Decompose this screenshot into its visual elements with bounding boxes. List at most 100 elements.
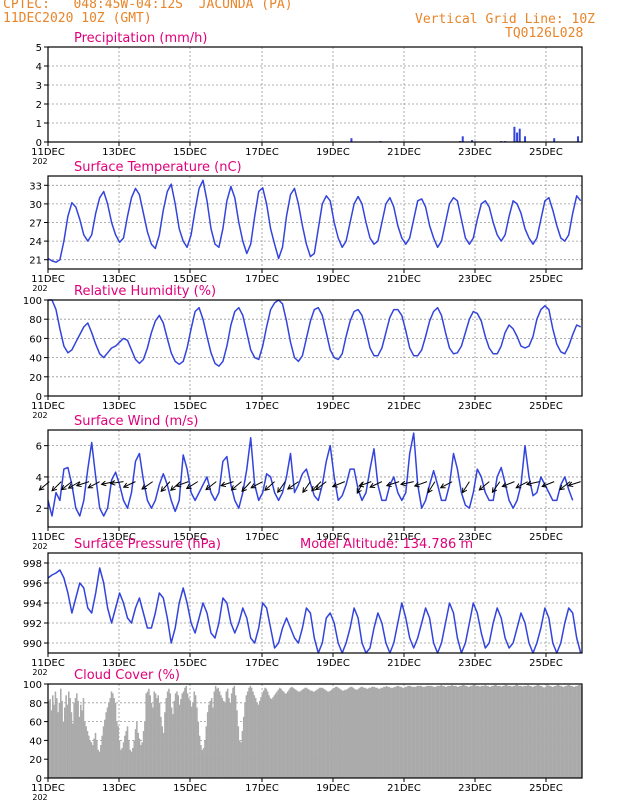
cloud-cover-bar [344,689,346,778]
cloud-cover-bar [176,691,178,778]
y-tick-label: 998 [23,559,42,570]
wind-vector [51,481,62,492]
x-tick-label: 25DEC [529,658,563,669]
cloud-cover-bar [373,686,376,778]
cloud-cover-bar [400,686,402,778]
cloud-cover-bar [536,684,539,778]
cloud-cover-bar [110,691,113,778]
cloud-cover-bar [512,685,515,778]
cloud-cover-bar [290,686,293,778]
cloud-cover-bar [501,685,504,778]
cloud-cover-bar [321,687,324,778]
cloud-cover-bar [294,689,297,778]
x-tick-label: 25DEC [529,532,563,543]
cloud-cover-bar [56,698,58,778]
wind-vector [176,481,189,487]
cloud-cover-bar [365,688,368,778]
wind-vector-head [67,483,74,489]
cloud-cover-bar [572,686,575,778]
cloud-cover-bar [528,685,531,778]
y-tick-label: 30 [29,200,42,211]
cloud-cover-bar [108,702,110,778]
cloud-cover-bar [81,710,83,778]
x-tick-label: 25DEC [529,401,563,412]
precip-bar [461,136,464,142]
x-tick-label: 15DEC [173,658,207,669]
cloud-cover-bar [520,685,523,778]
cloud-cover-bar [212,707,214,778]
cloud-cover-bar [503,685,505,778]
x-tick-label: 21DEC [387,401,421,412]
cloud-cover-bar [76,693,78,778]
x-tick-label: 13DEC [102,532,136,543]
cloud-cover-bar [463,684,465,778]
cloud-cover-bar [148,688,150,778]
x-tick-label: 13DEC [102,658,136,669]
cloud-cover-bar [273,695,276,778]
cloud-cover-bar [408,685,410,778]
cloud-cover-bar [527,684,529,778]
cloud-cover-bar [272,697,274,778]
wind-vector-head [385,481,392,488]
cloud-cover-bar [96,740,98,778]
cloud-cover-bar [213,691,216,778]
cloud-cover-bar [169,693,172,778]
cloud-cover-bar [345,689,348,778]
cloud-cover-bar [351,686,353,778]
cloud-cover-bar [477,685,480,778]
cloud-cover-bar [252,691,254,778]
cloud-cover-bar [181,693,184,778]
cloud-cover-bar [479,686,481,778]
panel-title: Surface Wind (m/s) [74,414,198,429]
panel-title: Precipitation (mm/h) [74,31,207,46]
cloud-cover-bar [323,688,325,778]
cloud-cover-bar [214,685,217,778]
cloud-cover-bar [222,700,225,778]
cloud-cover-bar [50,710,53,778]
cloud-cover-bar [173,700,176,778]
cloud-cover-bar [359,687,361,778]
cloud-cover-bar [144,721,146,778]
cloud-cover-bar [381,687,384,778]
series-line [47,432,574,517]
cloud-cover-bar [236,710,238,778]
cloud-cover-bar [469,685,472,778]
cloud-cover-bar [549,685,552,778]
cloud-cover-bar [467,686,469,778]
cloud-cover-bar [120,749,122,778]
cloud-cover-bar [336,686,338,778]
panel-6: 0 20 40 60 80 100 11DEC 13DEC 15DEC 17DEC 19DEC 21D… [23,668,583,800]
cloud-cover-bar [194,695,197,778]
wind-vector [568,481,581,487]
cloud-cover-bar [62,721,65,778]
cloud-cover-bar [49,699,51,778]
x-tick-label: 11DEC [31,401,65,412]
cloud-cover-bar [357,688,360,778]
x-year-stub: 202 [32,411,47,420]
cloud-cover-bar [253,695,256,778]
y-tick-label: 5 [36,43,42,54]
y-tick-label: 100 [23,296,42,307]
cloud-cover-bar [384,686,386,778]
x-tick-label: 23DEC [458,147,492,158]
cloud-cover-bar [348,687,350,778]
wind-vector [231,481,242,491]
cloud-cover-bar [513,685,516,778]
cloud-cover-bar [149,695,151,778]
wind-vector [250,481,263,489]
cloud-cover-bar [416,685,418,778]
cloud-cover-bar [451,684,453,778]
cloud-cover-bar [395,686,397,778]
cloud-cover-bar [553,685,556,778]
x-tick-label: 15DEC [173,147,207,158]
cloud-cover-bar [364,687,366,778]
cloud-cover-bar [310,690,313,778]
cloud-cover-bar [278,687,281,778]
cloud-cover-bar [324,689,326,778]
cloud-cover-bar [193,691,196,778]
cloud-cover-bar [106,707,109,778]
wind-vector [332,481,346,487]
cloud-cover-bar [505,684,508,778]
cloud-cover-bar [256,702,258,778]
